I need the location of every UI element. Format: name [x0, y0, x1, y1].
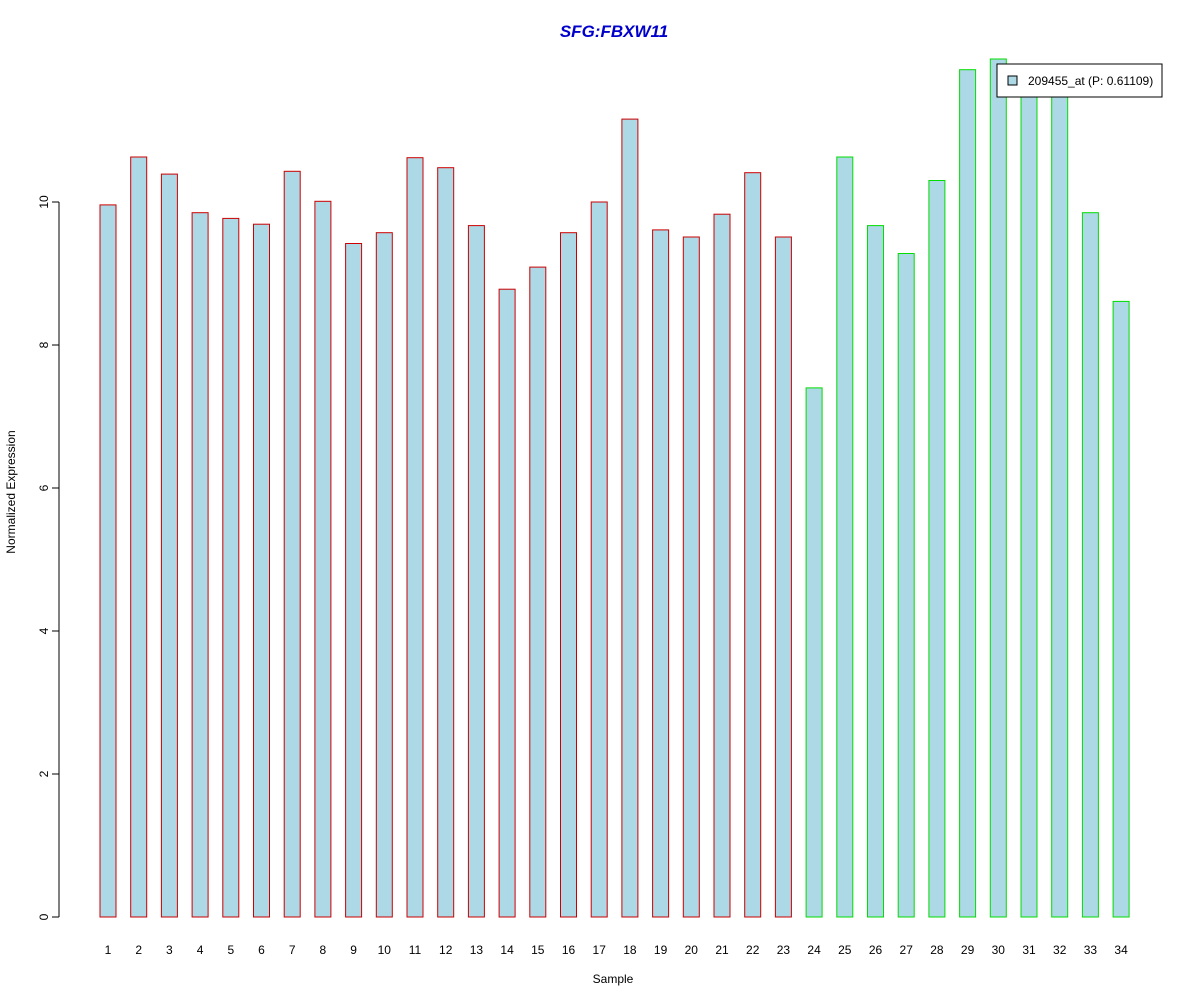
y-tick-label: 0 — [37, 913, 51, 920]
bar — [1081, 212, 1099, 918]
bar — [160, 173, 178, 918]
x-tick-label: 15 — [531, 943, 545, 957]
x-tick-label: 7 — [289, 943, 296, 957]
x-tick-label: 2 — [135, 943, 142, 957]
y-axis-label: Normalized Expression — [4, 430, 18, 553]
bar — [253, 223, 270, 918]
bar — [130, 156, 148, 918]
x-tick-label: 8 — [320, 943, 327, 957]
bar — [375, 232, 393, 918]
bar — [345, 243, 363, 918]
bar — [590, 201, 608, 918]
bar — [652, 229, 670, 918]
bar — [959, 69, 977, 918]
bar — [836, 156, 854, 918]
bar — [1051, 63, 1069, 918]
bar — [774, 236, 792, 918]
y-tick-label: 6 — [37, 484, 51, 491]
x-tick-label: 3 — [166, 943, 173, 957]
bar — [560, 232, 577, 918]
bar — [989, 58, 1007, 918]
bar — [897, 253, 915, 918]
x-tick-label: 6 — [258, 943, 265, 957]
x-tick-label: 9 — [350, 943, 357, 957]
bar — [498, 288, 516, 918]
x-tick-label: 23 — [777, 943, 791, 957]
x-tick-label: 4 — [197, 943, 204, 957]
bar — [621, 118, 639, 918]
x-tick-label: 13 — [470, 943, 484, 957]
legend-box — [996, 63, 1163, 98]
x-tick-label: 20 — [685, 943, 699, 957]
bar — [406, 157, 424, 918]
x-tick-label: 29 — [961, 943, 975, 957]
bar — [314, 200, 332, 918]
y-axis: 0 2 4 6 8 10 — [37, 195, 60, 920]
x-tick-label: 27 — [900, 943, 914, 957]
x-tick-label: 28 — [930, 943, 944, 957]
x-tick-label: 30 — [992, 943, 1006, 957]
y-tick-label: 4 — [37, 627, 51, 634]
x-tick-label: 24 — [807, 943, 821, 957]
x-tick-label: 32 — [1053, 943, 1067, 957]
x-tick-label: 21 — [715, 943, 729, 957]
legend: 209455_at (P: 0.61109) — [996, 63, 1163, 98]
bar — [99, 204, 117, 918]
y-tick-label: 10 — [37, 195, 51, 209]
bar — [867, 225, 884, 918]
bar — [529, 266, 547, 918]
x-tick-label: 31 — [1022, 943, 1036, 957]
x-axis-label: Sample — [593, 972, 634, 986]
bar — [437, 167, 455, 918]
bar — [744, 172, 762, 918]
x-tick-label: 26 — [869, 943, 883, 957]
bar-series — [99, 58, 1130, 918]
x-tick-label: 12 — [439, 943, 453, 957]
bar — [283, 170, 301, 918]
bar — [1020, 64, 1038, 918]
bar — [1112, 300, 1130, 918]
bar — [191, 212, 209, 918]
x-tick-label: 1 — [105, 943, 112, 957]
x-tick-label: 17 — [593, 943, 607, 957]
x-tick-label: 18 — [623, 943, 637, 957]
x-tick-label: 14 — [500, 943, 514, 957]
bar — [682, 236, 700, 918]
x-axis: 1 2 3 4 5 6 7 8 9 10 11 12 13 14 15 16 17 18 19 20 21 22 23 24 2… — [105, 943, 1128, 957]
x-tick-label: 10 — [378, 943, 392, 957]
bar — [222, 217, 240, 918]
x-tick-label: 5 — [227, 943, 234, 957]
x-tick-label: 34 — [1114, 943, 1128, 957]
x-tick-label: 25 — [838, 943, 852, 957]
x-tick-label: 11 — [409, 943, 422, 957]
legend-swatch — [1007, 75, 1018, 86]
y-tick-label: 2 — [37, 770, 51, 777]
x-tick-label: 22 — [746, 943, 760, 957]
x-tick-label: 16 — [562, 943, 576, 957]
bar — [713, 213, 731, 918]
bar — [928, 180, 946, 918]
x-tick-label: 19 — [654, 943, 668, 957]
x-tick-label: 33 — [1084, 943, 1098, 957]
y-tick-label: 8 — [37, 341, 51, 348]
bar — [467, 225, 485, 918]
chart-title: SFG:FBXW11 — [560, 22, 668, 41]
bar — [805, 387, 823, 918]
legend-label: 209455_at (P: 0.61109) — [1028, 74, 1153, 88]
